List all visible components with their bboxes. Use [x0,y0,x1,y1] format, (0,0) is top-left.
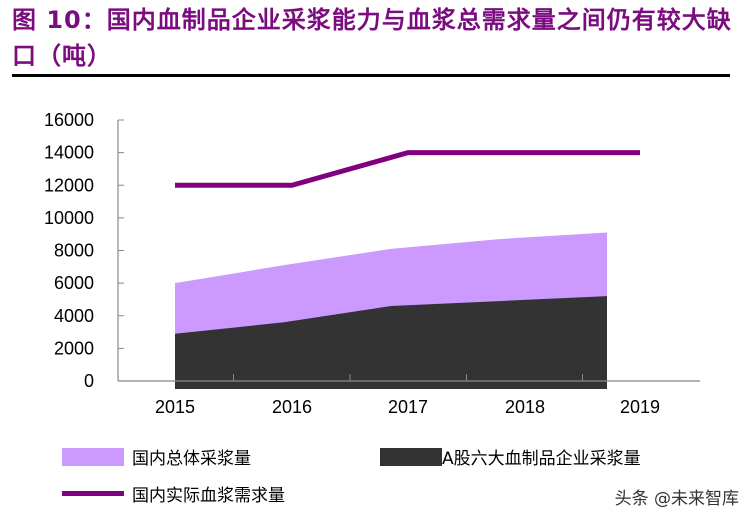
y-tick-label: 4000 [54,306,94,326]
x-tick-label: 2016 [272,397,312,417]
y-tick-label: 8000 [54,241,94,261]
x-tick-label: 2019 [620,397,660,417]
watermark: 头条 @未来智库 [614,489,739,509]
y-tick-label: 10000 [44,208,94,228]
legend-label-a-share: A股六大血制品企业采浆量 [442,449,641,469]
y-tick-label: 16000 [44,110,94,130]
legend-total: 国内总体采浆量 [62,444,251,469]
y-tick-label: 14000 [44,143,94,163]
area-a-share [175,296,607,389]
legend-swatch-a-share [380,447,442,466]
legend-label-demand: 国内实际血浆需求量 [132,486,285,506]
legend-demand: 国内实际血浆需求量 [62,481,285,506]
legend-label-total: 国内总体采浆量 [132,449,251,469]
x-tick-label: 2015 [155,397,195,417]
y-tick-label: 0 [84,371,94,391]
legend-swatch-demand [62,491,124,496]
y-tick-label: 6000 [54,273,94,293]
y-tick-label: 2000 [54,338,94,358]
legend-a-share: A股六大血制品企业采浆量 [380,444,641,469]
x-tick-label: 2018 [505,397,545,417]
line-demand [175,150,640,188]
figure-title: 图 10：国内血制品企业采浆能力与血浆总需求量之间仍有较大缺口（吨） [12,6,732,70]
x-tick-label: 2017 [388,397,428,417]
legend-swatch-total [62,447,124,466]
y-tick-label: 12000 [44,175,94,195]
title-rule [12,74,730,77]
